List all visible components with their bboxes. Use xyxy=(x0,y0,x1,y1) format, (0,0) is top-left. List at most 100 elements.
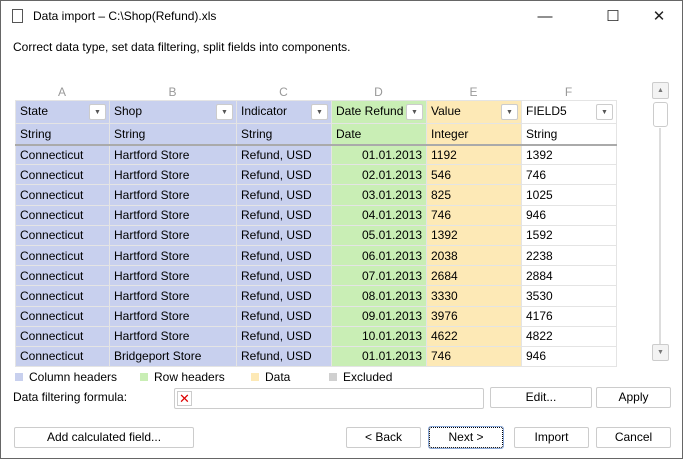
table-cell[interactable]: 04.01.2013 xyxy=(331,204,427,226)
column-type[interactable]: Date xyxy=(331,123,427,146)
table-cell[interactable]: 746 xyxy=(521,164,617,186)
table-cell[interactable]: 2238 xyxy=(521,244,617,267)
table-cell[interactable]: 946 xyxy=(521,204,617,226)
back-button[interactable]: < Back xyxy=(346,427,421,448)
table-row: Connecticut Hartford Store Refund, USD 09.0… xyxy=(15,305,617,327)
dropdown-arrow-icon[interactable]: ▼ xyxy=(216,104,233,120)
table-cell[interactable]: 1592 xyxy=(521,224,617,246)
table-cell[interactable]: 1392 xyxy=(426,224,522,246)
dropdown-arrow-icon[interactable]: ▼ xyxy=(406,104,423,120)
table-cell[interactable]: Hartford Store xyxy=(109,244,237,267)
table-cell[interactable]: 546 xyxy=(426,164,522,186)
table-cell[interactable]: 08.01.2013 xyxy=(331,285,427,307)
table-cell[interactable]: Hartford Store xyxy=(109,143,237,166)
dropdown-arrow-icon[interactable]: ▼ xyxy=(596,104,613,120)
table-cell[interactable]: 4822 xyxy=(521,325,617,347)
legend-item: Column headers xyxy=(15,370,117,384)
table-cell[interactable]: 09.01.2013 xyxy=(331,305,427,327)
table-cell[interactable]: 05.01.2013 xyxy=(331,224,427,246)
table-cell[interactable]: Hartford Store xyxy=(109,285,237,307)
table-cell[interactable]: 06.01.2013 xyxy=(331,244,427,267)
minimize-button[interactable]: — xyxy=(537,8,553,25)
table-cell[interactable]: Connecticut xyxy=(15,204,110,226)
vertical-scrollbar[interactable]: ▲ ▼ xyxy=(652,82,669,361)
maximize-button[interactable]: ☐ xyxy=(606,8,620,25)
scroll-down-icon[interactable]: ▼ xyxy=(652,344,669,361)
apply-button[interactable]: Apply xyxy=(596,387,671,408)
close-button[interactable]: ✕ xyxy=(652,8,666,25)
dropdown-arrow-icon[interactable]: ▼ xyxy=(501,104,518,120)
table-cell[interactable]: Refund, USD xyxy=(236,143,332,166)
legend-item: Data xyxy=(251,370,290,384)
table-cell[interactable]: 946 xyxy=(521,345,617,368)
table-cell[interactable]: Connecticut xyxy=(15,285,110,307)
table-cell[interactable]: Hartford Store xyxy=(109,204,237,226)
edit-button[interactable]: Edit... xyxy=(490,387,592,408)
table-cell[interactable]: 3976 xyxy=(426,305,522,327)
dropdown-arrow-icon[interactable]: ▼ xyxy=(311,104,328,120)
table-cell[interactable]: 2038 xyxy=(426,244,522,267)
table-cell[interactable]: Refund, USD xyxy=(236,305,332,327)
table-cell[interactable]: Bridgeport Store xyxy=(109,345,237,368)
table-cell[interactable]: Refund, USD xyxy=(236,325,332,347)
cancel-button[interactable]: Cancel xyxy=(596,427,671,448)
table-cell[interactable]: 746 xyxy=(426,345,522,368)
column-type[interactable]: Integer xyxy=(426,123,522,146)
table-cell[interactable]: Connecticut xyxy=(15,265,110,287)
table-cell[interactable]: 3530 xyxy=(521,285,617,307)
table-cell[interactable]: 03.01.2013 xyxy=(331,184,427,206)
scroll-thumb[interactable] xyxy=(653,102,668,127)
column-type[interactable]: String xyxy=(521,123,617,146)
table-cell[interactable]: Connecticut xyxy=(15,305,110,327)
filter-formula-input[interactable]: ✕ xyxy=(174,388,484,409)
column-header: Indicator ▼ xyxy=(236,100,332,124)
table-cell[interactable]: 746 xyxy=(426,204,522,226)
next-button[interactable]: Next > xyxy=(428,426,504,449)
table-cell[interactable]: Connecticut xyxy=(15,244,110,267)
table-cell[interactable]: 1392 xyxy=(521,143,617,166)
column-type[interactable]: String xyxy=(15,123,110,146)
table-cell[interactable]: 02.01.2013 xyxy=(331,164,427,186)
table-cell[interactable]: 825 xyxy=(426,184,522,206)
scroll-up-icon[interactable]: ▲ xyxy=(652,82,669,99)
table-cell[interactable]: Refund, USD xyxy=(236,184,332,206)
table-cell[interactable]: Connecticut xyxy=(15,143,110,166)
table-cell[interactable]: 1192 xyxy=(426,143,522,166)
table-cell[interactable]: 01.01.2013 xyxy=(331,345,427,368)
add-calculated-field-button[interactable]: Add calculated field... xyxy=(14,427,194,448)
title-bar: Data import – C:\Shop(Refund).xls — ☐ ✕ xyxy=(1,1,682,32)
table-cell[interactable]: Refund, USD xyxy=(236,265,332,287)
table-cell[interactable]: Connecticut xyxy=(15,345,110,368)
table-cell[interactable]: Connecticut xyxy=(15,184,110,206)
table-cell[interactable]: 2684 xyxy=(426,265,522,287)
table-cell[interactable]: Refund, USD xyxy=(236,244,332,267)
table-cell[interactable]: Refund, USD xyxy=(236,164,332,186)
table-cell[interactable]: Refund, USD xyxy=(236,285,332,307)
table-cell[interactable]: 2884 xyxy=(521,265,617,287)
legend-label: Excluded xyxy=(343,370,393,384)
table-cell[interactable]: 01.01.2013 xyxy=(331,143,427,166)
table-cell[interactable]: Connecticut xyxy=(15,325,110,347)
column-type[interactable]: String xyxy=(109,123,237,146)
table-cell[interactable]: 07.01.2013 xyxy=(331,265,427,287)
clear-formula-icon[interactable]: ✕ xyxy=(177,391,192,406)
dropdown-arrow-icon[interactable]: ▼ xyxy=(89,104,106,120)
import-button[interactable]: Import xyxy=(514,427,589,448)
table-cell[interactable]: Refund, USD xyxy=(236,345,332,368)
table-cell[interactable]: 4176 xyxy=(521,305,617,327)
table-cell[interactable]: Hartford Store xyxy=(109,265,237,287)
table-cell[interactable]: Refund, USD xyxy=(236,204,332,226)
table-cell[interactable]: Connecticut xyxy=(15,224,110,246)
table-cell[interactable]: Hartford Store xyxy=(109,164,237,186)
table-cell[interactable]: Hartford Store xyxy=(109,184,237,206)
column-type[interactable]: String xyxy=(236,123,332,146)
table-cell[interactable]: 10.01.2013 xyxy=(331,325,427,347)
table-cell[interactable]: 3330 xyxy=(426,285,522,307)
table-cell[interactable]: Refund, USD xyxy=(236,224,332,246)
table-cell[interactable]: 4622 xyxy=(426,325,522,347)
table-cell[interactable]: Hartford Store xyxy=(109,325,237,347)
table-cell[interactable]: 1025 xyxy=(521,184,617,206)
table-cell[interactable]: Hartford Store xyxy=(109,224,237,246)
table-cell[interactable]: Hartford Store xyxy=(109,305,237,327)
table-cell[interactable]: Connecticut xyxy=(15,164,110,186)
